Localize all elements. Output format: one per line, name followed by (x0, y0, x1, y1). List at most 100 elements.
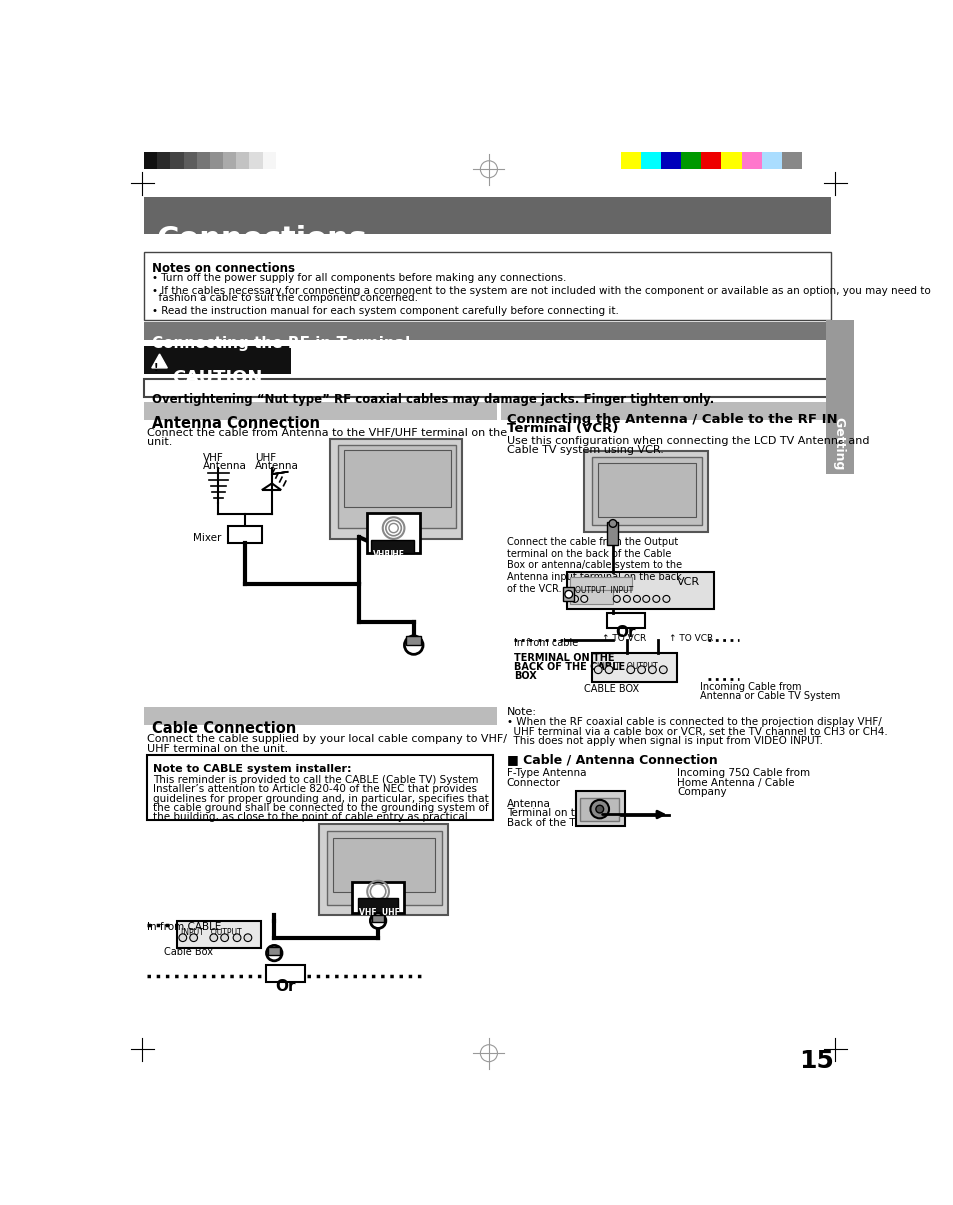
Text: Or: Or (275, 978, 295, 993)
Text: UHF terminal via a cable box or VCR, set the TV channel to CH3 or CH4.: UHF terminal via a cable box or VCR, set… (506, 727, 886, 736)
Text: Getting Started: Getting Started (833, 417, 845, 527)
Bar (352, 882, 404, 913)
Bar (262, 152, 275, 169)
Circle shape (590, 800, 608, 818)
Text: Antenna Connection: Antenna Connection (152, 417, 319, 431)
Bar (236, 152, 249, 169)
Bar (583, 451, 707, 531)
Bar (660, 152, 680, 169)
Bar (144, 196, 831, 234)
Text: • If the cables necessary for connecting a component to the system are not inclu: • If the cables necessary for connecting… (152, 286, 929, 295)
Bar (367, 512, 419, 553)
Circle shape (370, 913, 385, 929)
Bar (266, 965, 305, 982)
Text: Connect the cable supplied by your local cable company to VHF/: Connect the cable supplied by your local… (147, 734, 507, 745)
Bar (183, 152, 196, 169)
Circle shape (564, 590, 572, 598)
Text: Cable TV system using VCR.: Cable TV system using VCR. (506, 445, 663, 455)
Text: INPUT   OUTPUT: INPUT OUTPUT (597, 662, 658, 671)
Bar (592, 653, 677, 682)
Circle shape (571, 595, 578, 602)
Text: Connector: Connector (506, 777, 560, 788)
Bar (330, 439, 461, 539)
Bar (210, 152, 223, 169)
Text: Note:: Note: (506, 706, 537, 717)
Text: Incoming 75Ω Cable from: Incoming 75Ω Cable from (677, 769, 809, 778)
Text: Terminal (VCR): Terminal (VCR) (506, 422, 618, 435)
Text: Terminal on the: Terminal on the (506, 809, 587, 818)
Circle shape (594, 666, 601, 674)
Bar (620, 152, 640, 169)
Text: Mixer: Mixer (193, 534, 221, 543)
Bar (592, 457, 701, 525)
Text: the cable ground shall be connected to the grounding system of: the cable ground shall be connected to t… (153, 803, 489, 813)
Bar (249, 152, 262, 169)
Bar (500, 401, 831, 421)
Bar (567, 572, 714, 609)
Circle shape (266, 946, 282, 960)
Text: This does not apply when signal is input from VIDEO INPUT.: This does not apply when signal is input… (506, 736, 821, 746)
Circle shape (220, 934, 229, 941)
Text: VHF: VHF (203, 453, 223, 463)
Bar (196, 152, 210, 169)
Text: In from CABLE: In from CABLE (147, 922, 221, 933)
Text: unit.: unit. (147, 437, 172, 447)
Bar (740, 152, 760, 169)
Circle shape (608, 519, 617, 528)
Bar (825, 321, 853, 474)
Bar (319, 824, 447, 915)
Text: Antenna: Antenna (506, 799, 550, 809)
Text: VHF  UHF: VHF UHF (359, 909, 400, 917)
Bar (327, 831, 441, 905)
Bar (371, 540, 414, 553)
Bar (576, 792, 624, 827)
Text: BOX: BOX (514, 671, 537, 681)
Text: VHF: VHF (373, 551, 390, 559)
Bar (144, 322, 831, 340)
Bar (579, 798, 618, 821)
Text: • Read the instruction manual for each system component carefully before connect: • Read the instruction manual for each s… (152, 306, 618, 316)
Bar (406, 636, 421, 645)
Text: Note to CABLE system installer:: Note to CABLE system installer: (153, 764, 352, 775)
Bar (781, 152, 801, 169)
Text: CAUTION: CAUTION (172, 369, 262, 387)
Circle shape (662, 595, 669, 602)
Text: Connecting the Antenna / Cable to the RF IN: Connecting the Antenna / Cable to the RF… (506, 412, 837, 425)
Bar (640, 152, 660, 169)
Circle shape (642, 595, 649, 602)
Bar (562, 587, 574, 601)
Bar (337, 445, 456, 528)
Text: VCR: VCR (677, 577, 700, 587)
Circle shape (580, 595, 587, 602)
Text: ■ Cable / Antenna Connection: ■ Cable / Antenna Connection (506, 753, 717, 766)
Text: Antenna: Antenna (254, 462, 298, 471)
Text: Connecting the RF in Terminal: Connecting the RF in Terminal (152, 335, 410, 351)
Circle shape (652, 595, 659, 602)
Bar (700, 152, 720, 169)
Text: Antenna or Cable TV System: Antenna or Cable TV System (700, 690, 840, 700)
Text: CABLE BOX: CABLE BOX (583, 683, 639, 694)
Circle shape (659, 666, 666, 674)
Bar (171, 152, 183, 169)
Bar (607, 613, 644, 628)
Text: F-Type Antenna: F-Type Antenna (506, 769, 586, 778)
Circle shape (404, 636, 422, 654)
Bar (344, 449, 451, 507)
Circle shape (190, 934, 197, 941)
Text: UHF terminal on the unit.: UHF terminal on the unit. (147, 743, 288, 753)
Text: TERMINAL ON THE: TERMINAL ON THE (514, 653, 615, 663)
Bar (570, 589, 612, 604)
Text: Antenna: Antenna (203, 462, 247, 471)
Text: guidelines for proper grounding and, in particular, specifies that: guidelines for proper grounding and, in … (153, 794, 489, 804)
Bar (720, 152, 740, 169)
Bar (157, 152, 171, 169)
Text: Installer’s attention to Article 820-40 of the NEC that provides: Installer’s attention to Article 820-40 … (153, 784, 476, 794)
Bar (144, 378, 831, 398)
Text: In from cable: In from cable (514, 639, 578, 648)
Circle shape (613, 595, 619, 602)
Bar (144, 152, 157, 169)
Bar (760, 152, 781, 169)
Bar (144, 346, 291, 374)
Circle shape (179, 934, 187, 941)
Polygon shape (152, 354, 167, 368)
